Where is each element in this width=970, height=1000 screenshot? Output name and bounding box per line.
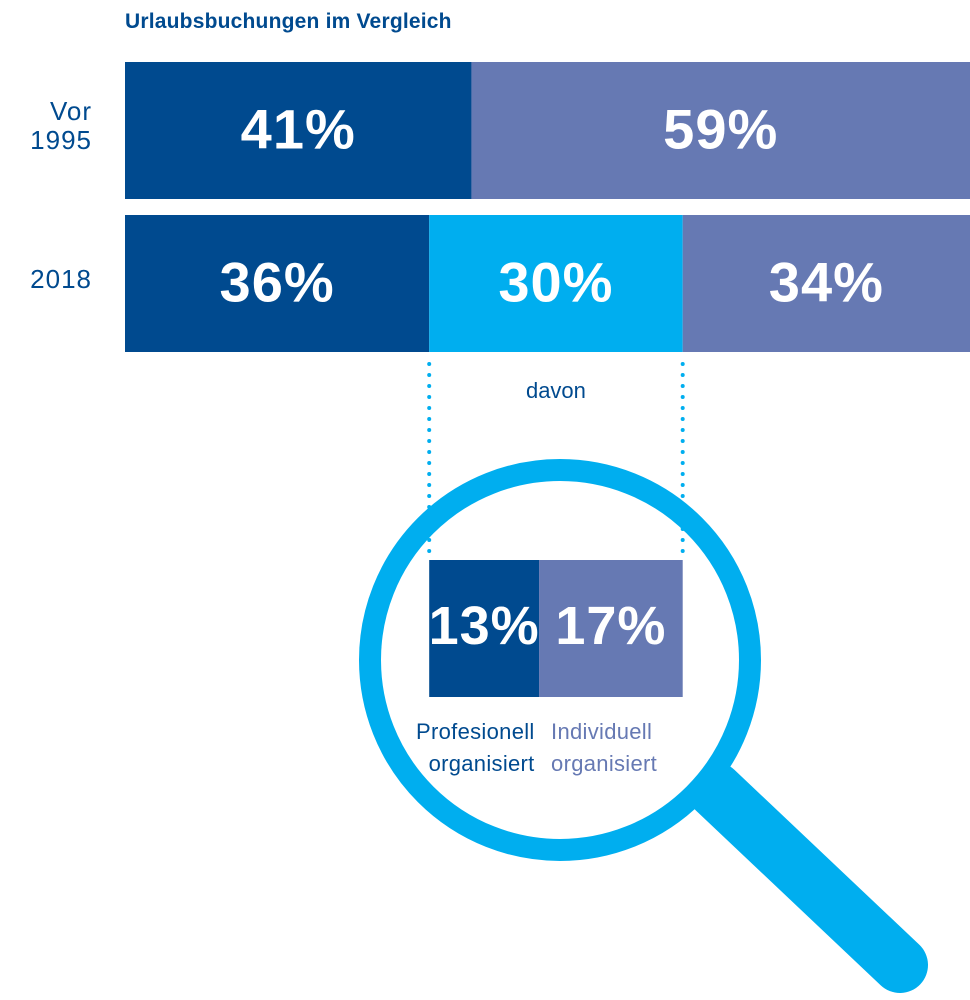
value-label: 34% bbox=[768, 250, 884, 313]
category-label: Vor 1995 bbox=[30, 95, 92, 156]
category-label: 2018 bbox=[30, 263, 92, 294]
breakdown-segment bbox=[429, 560, 540, 697]
bar-segment bbox=[682, 215, 970, 352]
breakdown-value-label: 17% bbox=[555, 596, 667, 656]
value-label: 36% bbox=[219, 250, 335, 313]
bar-segment bbox=[471, 62, 970, 199]
breakdown-label: davon bbox=[525, 378, 586, 403]
breakdown-category: Individuell organisiert bbox=[551, 719, 658, 776]
value-label: 30% bbox=[498, 250, 614, 313]
chart-title: Urlaubsbuchungen im Vergleich bbox=[125, 10, 452, 33]
breakdown-value-label: 13% bbox=[428, 596, 540, 656]
breakdown-category: Profesionell organisiert bbox=[416, 719, 535, 776]
bar-segment bbox=[429, 215, 683, 352]
bar-segment bbox=[125, 62, 472, 199]
value-label: 41% bbox=[240, 97, 356, 160]
breakdown-segment bbox=[539, 560, 683, 697]
magnifier-handle bbox=[687, 762, 928, 993]
value-label: 59% bbox=[663, 97, 779, 160]
bar-segment bbox=[125, 215, 430, 352]
